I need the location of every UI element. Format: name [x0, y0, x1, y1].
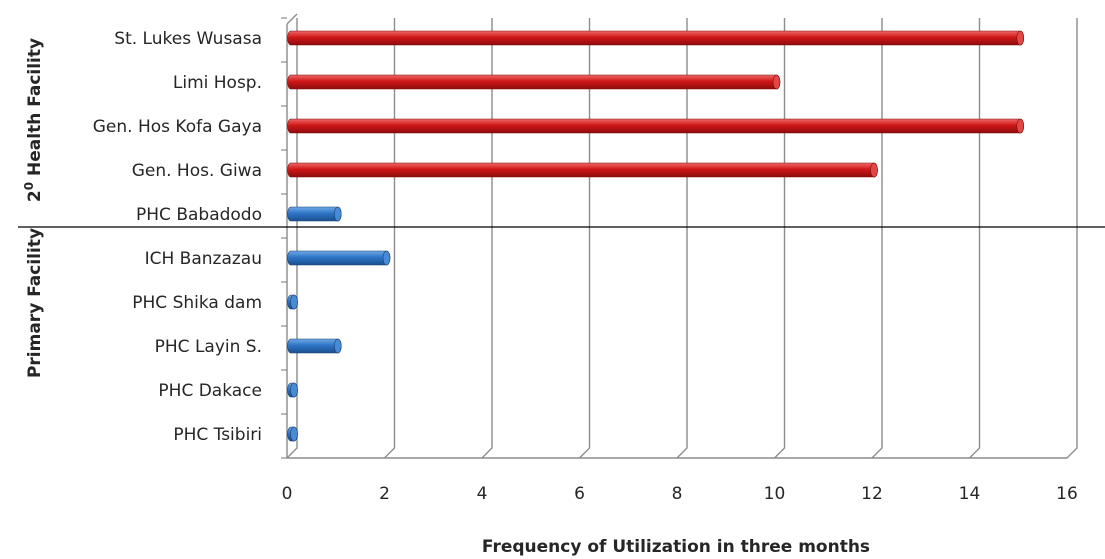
group-label-secondary-base: 2: [25, 190, 45, 202]
gridline: [774, 18, 786, 459]
gridline: [969, 18, 981, 459]
gridline: [1066, 18, 1078, 459]
x-axis-title: Frequency of Utilization in three months: [482, 537, 870, 557]
category-label: PHC Layin S.: [155, 337, 262, 357]
gridline: [579, 18, 591, 459]
group-label-primary-facility: Primary Facility: [25, 228, 45, 378]
bar: [287, 338, 342, 354]
bar: [287, 426, 298, 442]
bars: [287, 30, 1025, 442]
category-label: Limi Hosp.: [173, 73, 262, 93]
x-tick-label: 6: [574, 484, 585, 504]
bar: [287, 162, 878, 178]
gridlines: [286, 18, 1078, 459]
x-tick-label: 16: [1056, 484, 1078, 504]
gridline: [286, 18, 298, 459]
group-label-secondary-sup: 0: [22, 182, 36, 190]
category-label: PHC Tsibiri: [173, 425, 262, 445]
bar: [287, 30, 1025, 46]
category-label: PHC Babadodo: [136, 205, 262, 225]
category-label: Gen. Hos Kofa Gaya: [93, 117, 262, 137]
bar: [287, 250, 391, 266]
x-tick-label: 2: [379, 484, 390, 504]
axes: [281, 13, 1067, 459]
gridline: [481, 18, 493, 459]
bar: [287, 74, 781, 90]
labels: 0 2 4 6 8 10 12 14 16 PHC Tsibiri PHC Dakace PHC La…: [93, 29, 1078, 504]
category-label: PHC Dakace: [158, 381, 262, 401]
x-tick-label: 4: [477, 484, 488, 504]
category-label: ICH Banzazau: [145, 249, 262, 269]
y-axis-line: [286, 13, 298, 458]
category-label: St. Lukes Wusasa: [114, 29, 262, 49]
bar: [287, 294, 298, 310]
bar: [287, 382, 298, 398]
x-tick-label: 0: [282, 484, 293, 504]
category-label: PHC Shika dam: [132, 293, 262, 313]
x-tick-label: 12: [861, 484, 883, 504]
x-tick-label: 14: [959, 484, 981, 504]
group-label-secondary-rest: Health Facility: [25, 38, 45, 182]
gridline: [871, 18, 883, 459]
bar: [287, 118, 1025, 134]
x-tick-label: 8: [672, 484, 683, 504]
group-label-secondary-facility: 20 Health Facility: [22, 38, 45, 202]
bar: [287, 206, 342, 222]
x-tick-label: 10: [764, 484, 786, 504]
category-label: Gen. Hos. Giwa: [132, 161, 262, 181]
gridline: [384, 18, 396, 459]
gridline: [676, 18, 688, 459]
